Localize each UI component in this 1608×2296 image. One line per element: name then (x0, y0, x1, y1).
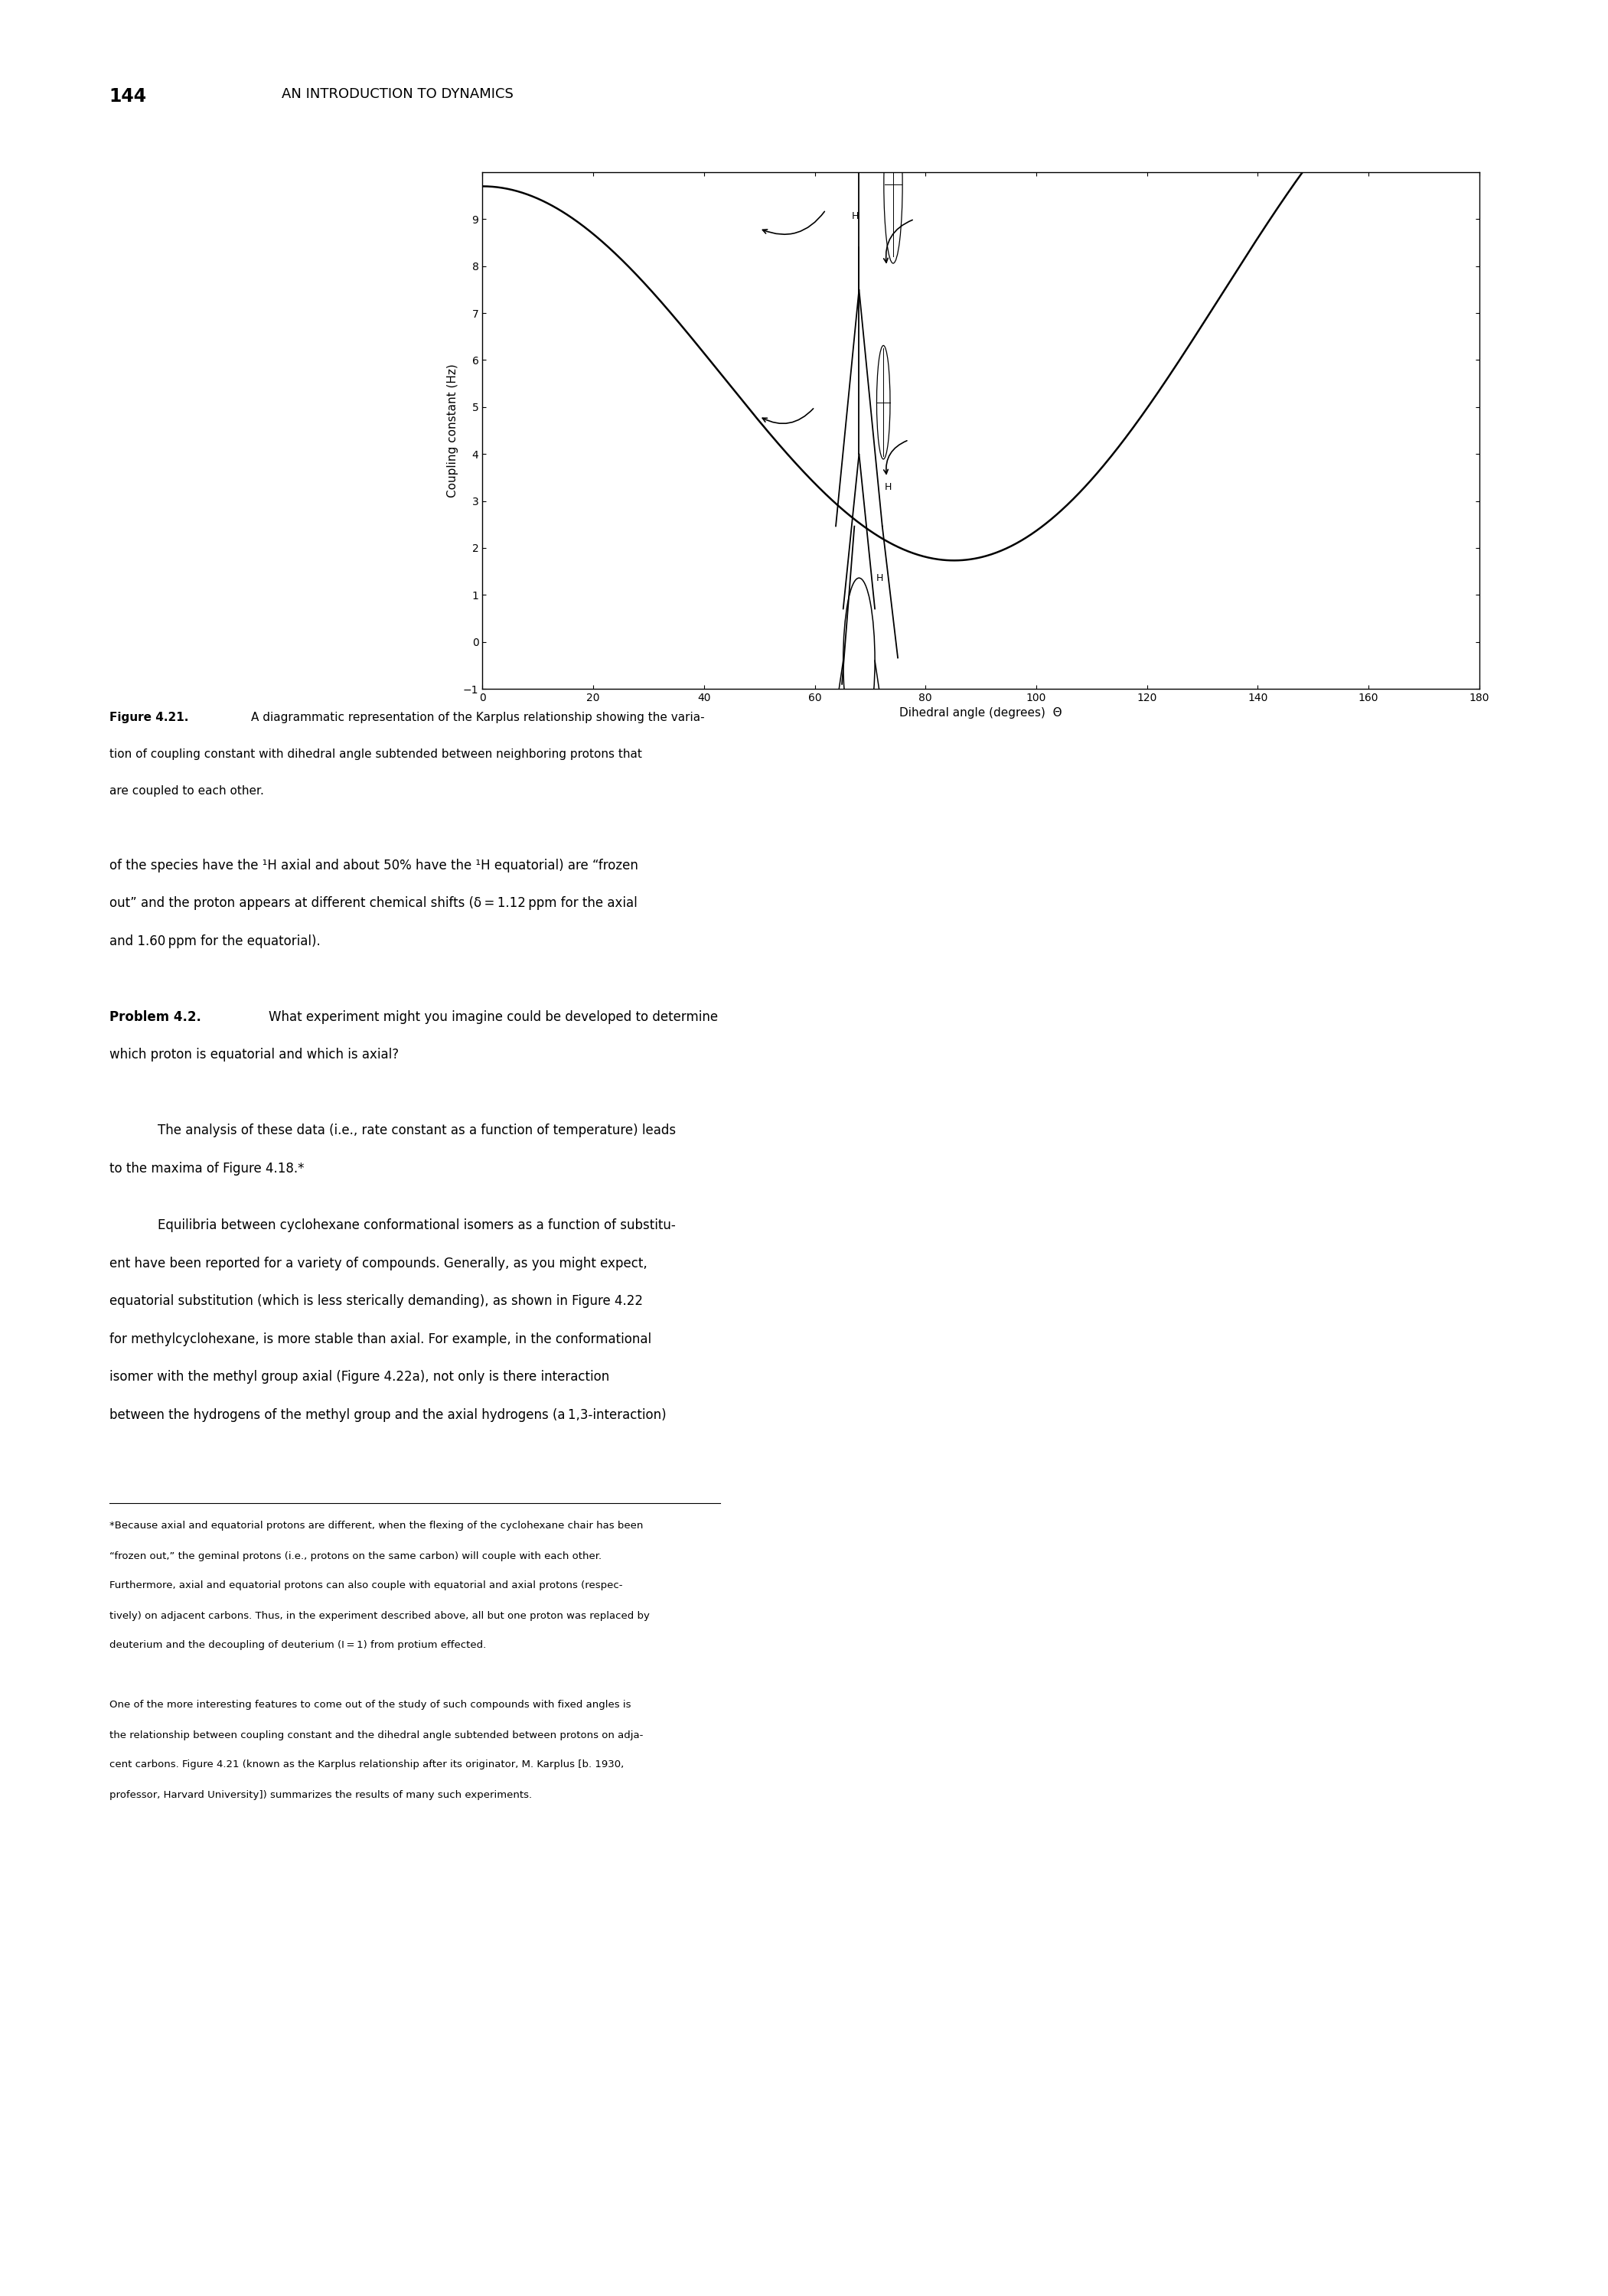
Text: A diagrammatic representation of the Karplus relationship showing the varia-: A diagrammatic representation of the Kar… (251, 712, 704, 723)
Text: isomer with the methyl group axial (Figure 4.22a), not only is there interaction: isomer with the methyl group axial (Figu… (109, 1371, 609, 1384)
Text: The analysis of these data (i.e., rate constant as a function of temperature) le: The analysis of these data (i.e., rate c… (158, 1123, 675, 1137)
Text: *Because axial and equatorial protons are different, when the flexing of the cyc: *Because axial and equatorial protons ar… (109, 1520, 643, 1531)
Text: between the hydrogens of the methyl group and the axial hydrogens (a 1,3-interac: between the hydrogens of the methyl grou… (109, 1407, 666, 1421)
Text: which proton is equatorial and which is axial?: which proton is equatorial and which is … (109, 1047, 399, 1061)
Text: Furthermore, axial and equatorial protons can also couple with equatorial and ax: Furthermore, axial and equatorial proton… (109, 1580, 622, 1591)
Text: H: H (884, 482, 892, 491)
Text: ent have been reported for a variety of compounds. Generally, as you might expec: ent have been reported for a variety of … (109, 1256, 646, 1270)
Text: tion of coupling constant with dihedral angle subtended between neighboring prot: tion of coupling constant with dihedral … (109, 748, 642, 760)
X-axis label: Dihedral angle (degrees)  Θ: Dihedral angle (degrees) Θ (899, 707, 1063, 719)
Text: 144: 144 (109, 87, 146, 106)
Text: One of the more interesting features to come out of the study of such compounds : One of the more interesting features to … (109, 1699, 630, 1711)
Text: Figure 4.21.: Figure 4.21. (109, 712, 188, 723)
Text: H: H (852, 211, 859, 220)
Text: out” and the proton appears at different chemical shifts (δ = 1.12 ppm for the a: out” and the proton appears at different… (109, 895, 637, 909)
Text: the relationship between coupling constant and the dihedral angle subtended betw: the relationship between coupling consta… (109, 1731, 643, 1740)
Text: Problem 4.2.: Problem 4.2. (109, 1010, 201, 1024)
Text: What experiment might you imagine could be developed to determine: What experiment might you imagine could … (269, 1010, 717, 1024)
Text: professor, Harvard University]) summarizes the results of many such experiments.: professor, Harvard University]) summariz… (109, 1791, 532, 1800)
Text: tively) on adjacent carbons. Thus, in the experiment described above, all but on: tively) on adjacent carbons. Thus, in th… (109, 1612, 650, 1621)
Text: Equilibria between cyclohexane conformational isomers as a function of substitu-: Equilibria between cyclohexane conformat… (158, 1219, 675, 1233)
Text: to the maxima of Figure 4.18.*: to the maxima of Figure 4.18.* (109, 1162, 304, 1176)
Text: are coupled to each other.: are coupled to each other. (109, 785, 264, 797)
Text: equatorial substitution (which is less sterically demanding), as shown in Figure: equatorial substitution (which is less s… (109, 1295, 643, 1309)
Y-axis label: Coupling constant (Hz): Coupling constant (Hz) (447, 363, 458, 498)
Text: deuterium and the decoupling of deuterium (I = 1) from protium effected.: deuterium and the decoupling of deuteriu… (109, 1639, 486, 1651)
Text: for methylcyclohexane, is more stable than axial. For example, in the conformati: for methylcyclohexane, is more stable th… (109, 1332, 651, 1345)
Text: of the species have the ¹H axial and about 50% have the ¹H equatorial) are “froz: of the species have the ¹H axial and abo… (109, 859, 638, 872)
Text: AN INTRODUCTION TO DYNAMICS: AN INTRODUCTION TO DYNAMICS (281, 87, 513, 101)
Text: “frozen out,” the geminal protons (i.e., protons on the same carbon) will couple: “frozen out,” the geminal protons (i.e.,… (109, 1552, 601, 1561)
Text: cent carbons. Figure 4.21 (known as the Karplus relationship after its originato: cent carbons. Figure 4.21 (known as the … (109, 1759, 624, 1770)
Text: and 1.60 ppm for the equatorial).: and 1.60 ppm for the equatorial). (109, 934, 320, 948)
Text: H: H (876, 574, 883, 583)
